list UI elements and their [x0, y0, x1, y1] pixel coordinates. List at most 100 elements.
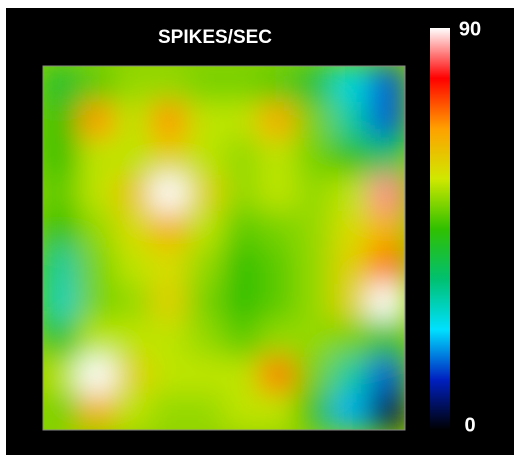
- heat-cell: [295, 211, 334, 249]
- heat-cell: [78, 174, 116, 213]
- heat-cell: [295, 138, 334, 176]
- heat-cell: [151, 66, 189, 103]
- heat-cell: [259, 101, 297, 140]
- heat-cell: [223, 174, 261, 213]
- heat-cell: [259, 283, 297, 322]
- heat-cell: [187, 211, 225, 249]
- heat-cell: [332, 283, 370, 322]
- heat-cell: [368, 101, 405, 140]
- heat-cell: [332, 211, 370, 249]
- heat-cells: [43, 66, 405, 430]
- heat-cell: [368, 393, 405, 430]
- heat-cell: [114, 393, 153, 430]
- colorbar-tick-label: 0: [464, 414, 475, 436]
- heat-cell: [223, 320, 261, 358]
- heat-cell: [78, 138, 116, 176]
- heat-cell: [259, 66, 297, 103]
- heat-cell: [368, 66, 405, 103]
- heat-cell: [295, 101, 334, 140]
- heat-cell: [187, 283, 225, 322]
- heat-cell: [368, 247, 405, 285]
- heat-cell: [259, 356, 297, 395]
- heat-cell: [259, 138, 297, 176]
- heat-cell: [78, 211, 116, 249]
- heat-cell: [151, 393, 189, 430]
- heat-cell: [295, 356, 334, 395]
- heat-cell: [78, 101, 116, 140]
- heat-cell: [332, 393, 370, 430]
- heat-cell: [332, 174, 370, 213]
- colorbar: [430, 28, 450, 430]
- heat-cell: [368, 283, 405, 322]
- heat-cell: [114, 174, 153, 213]
- heat-cell: [187, 356, 225, 395]
- heat-cell: [295, 393, 334, 430]
- heat-cell: [332, 101, 370, 140]
- heat-cell: [151, 101, 189, 140]
- heat-cell: [223, 393, 261, 430]
- heat-cell: [43, 66, 80, 103]
- heat-cell: [114, 101, 153, 140]
- heat-cell: [43, 393, 80, 430]
- heat-cell: [223, 247, 261, 285]
- heat-cell: [187, 247, 225, 285]
- heat-cell: [114, 211, 153, 249]
- heat-cell: [43, 211, 80, 249]
- heat-cell: [78, 66, 116, 103]
- heat-cell: [114, 138, 153, 176]
- heat-cell: [368, 211, 405, 249]
- heat-cell: [43, 283, 80, 322]
- heat-cell: [114, 66, 153, 103]
- heat-cell: [151, 211, 189, 249]
- heat-cell: [114, 320, 153, 358]
- heat-cell: [151, 320, 189, 358]
- heat-cell: [151, 283, 189, 322]
- heat-cell: [295, 320, 334, 358]
- heat-cell: [368, 138, 405, 176]
- heat-cell: [295, 66, 334, 103]
- heat-cell: [43, 174, 80, 213]
- heat-cell: [78, 356, 116, 395]
- heat-cell: [332, 356, 370, 395]
- heat-cell: [368, 320, 405, 358]
- heat-cell: [295, 174, 334, 213]
- heat-cell: [187, 320, 225, 358]
- heat-cell: [151, 356, 189, 395]
- heat-cell: [78, 247, 116, 285]
- heat-cell: [295, 283, 334, 322]
- heat-cell: [114, 283, 153, 322]
- heat-cell: [151, 174, 189, 213]
- heat-cell: [187, 101, 225, 140]
- heat-cell: [43, 247, 80, 285]
- heat-cell: [368, 356, 405, 395]
- heat-cell: [332, 320, 370, 358]
- heat-cell: [43, 320, 80, 358]
- heat-cell: [259, 320, 297, 358]
- colorbar-tick-label: 90: [459, 18, 481, 40]
- heat-cell: [259, 393, 297, 430]
- heat-cell: [78, 283, 116, 322]
- heat-cell: [151, 247, 189, 285]
- heat-cell: [187, 393, 225, 430]
- heat-cell: [259, 247, 297, 285]
- heat-cell: [259, 174, 297, 213]
- heat-cell: [114, 356, 153, 395]
- heat-cell: [151, 138, 189, 176]
- heat-cell: [43, 101, 80, 140]
- heat-cell: [223, 66, 261, 103]
- heat-cell: [78, 320, 116, 358]
- heat-cell: [43, 138, 80, 176]
- heat-cell: [223, 283, 261, 322]
- heat-cell: [223, 101, 261, 140]
- heat-cell: [78, 393, 116, 430]
- heat-cell: [43, 356, 80, 395]
- heat-cell: [332, 138, 370, 176]
- heat-cell: [187, 138, 225, 176]
- heat-cell: [295, 247, 334, 285]
- heat-cell: [332, 247, 370, 285]
- heat-cell: [187, 174, 225, 213]
- heat-cell: [223, 211, 261, 249]
- plot-area: [43, 66, 405, 430]
- heat-cell: [368, 174, 405, 213]
